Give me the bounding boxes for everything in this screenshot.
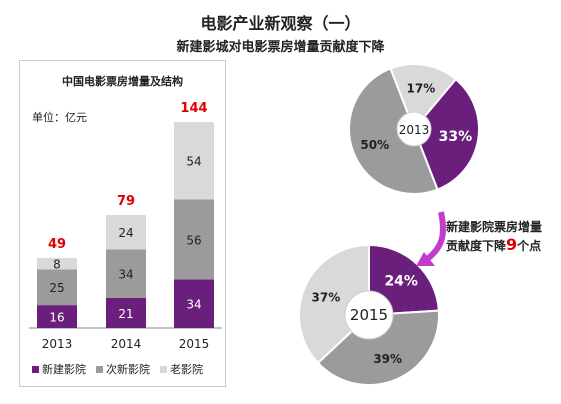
callout-line1: 新建影院票房增量 [446, 220, 543, 234]
bar-value-label-second-2015: 56 [186, 233, 201, 247]
legend-swatch-new [32, 365, 39, 373]
pie-2015-label-old: 37% [312, 290, 341, 304]
bar-value-label-new-2014: 21 [118, 307, 133, 321]
unit-label: 单位：亿元 [32, 111, 87, 124]
legend-swatch-second [96, 365, 103, 373]
bar-value-label-old-2013: 8 [53, 258, 61, 272]
legend-label-second: 次新影院 [106, 363, 150, 376]
callout-line2-suffix: 个点 [517, 239, 542, 253]
bar-old-2013 [37, 257, 77, 270]
pie-2013-slice-new [412, 77, 480, 191]
callout-arrow-head [416, 252, 435, 266]
legend-item-new: 新建影院 [32, 361, 86, 377]
callout-number: 9 [506, 235, 518, 254]
bar-value-label-second-2013: 25 [49, 281, 64, 295]
pie-2013-slice-old [389, 63, 458, 131]
x-tick-label-2014: 2014 [111, 337, 142, 351]
pie-2013-slice-second [348, 67, 439, 195]
callout-line2: 贡献度下降9个点 [446, 236, 542, 255]
bar-old-2015 [174, 122, 214, 200]
bar-old-2014 [106, 215, 146, 250]
pie-2013-center-label: 2013 [399, 123, 430, 137]
pie-2013-label-new: 33% [439, 129, 473, 145]
bar-total-label-2015: 144 [180, 101, 207, 116]
bar-total-label-2013: 49 [48, 237, 66, 252]
bar-total-label-2014: 79 [117, 194, 135, 209]
pie-2015-center [344, 290, 394, 340]
callout-text: 新建影院票房增量 贡献度下降9个点 [446, 218, 542, 255]
bar-second-2013 [37, 269, 77, 306]
legend: 新建影院 次新影院 老影院 [32, 361, 203, 377]
x-tick-label-2013: 2013 [42, 337, 73, 351]
pie-2013-label-old: 17% [407, 82, 436, 96]
bar-second-2014 [106, 249, 146, 298]
x-tick-label-2015: 2015 [179, 337, 210, 351]
bar-new-2013 [37, 305, 77, 328]
bar-value-label-new-2013: 16 [49, 311, 64, 325]
pie-2015-slice-old [298, 243, 370, 365]
pie-2015-slice-new [368, 243, 440, 317]
legend-label-new: 新建影院 [42, 363, 86, 376]
pie-2013-label-second: 50% [360, 138, 389, 152]
pie-2015-label-second: 39% [373, 352, 402, 366]
bar-value-label-new-2015: 34 [186, 298, 201, 312]
pie-2013-center [396, 111, 432, 147]
legend-item-old: 老影院 [160, 361, 203, 377]
bar-chart-title: 中国电影票房增量及结构 [62, 75, 183, 88]
callout-line2-prefix: 贡献度下降 [446, 239, 507, 253]
bar-new-2015 [174, 279, 214, 328]
page-subtitle: 新建影城对电影票房增量贡献度下降 [176, 40, 385, 55]
pie-2015-center-label: 2015 [350, 306, 388, 324]
bar-value-label-second-2014: 34 [118, 268, 133, 282]
bar-value-label-old-2014: 24 [118, 226, 133, 240]
legend-swatch-old [160, 365, 167, 373]
bar-second-2015 [174, 199, 214, 280]
pie-2015-slice-second [316, 309, 440, 386]
callout-arrow-shaft [424, 211, 447, 263]
pie-2015-label-new: 24% [384, 274, 418, 290]
bar-value-label-old-2015: 54 [186, 155, 201, 169]
page-title: 电影产业新观察（一） [200, 14, 361, 33]
bar-new-2014 [106, 297, 146, 328]
legend-label-old: 老影院 [170, 363, 203, 376]
legend-item-second: 次新影院 [96, 361, 150, 377]
